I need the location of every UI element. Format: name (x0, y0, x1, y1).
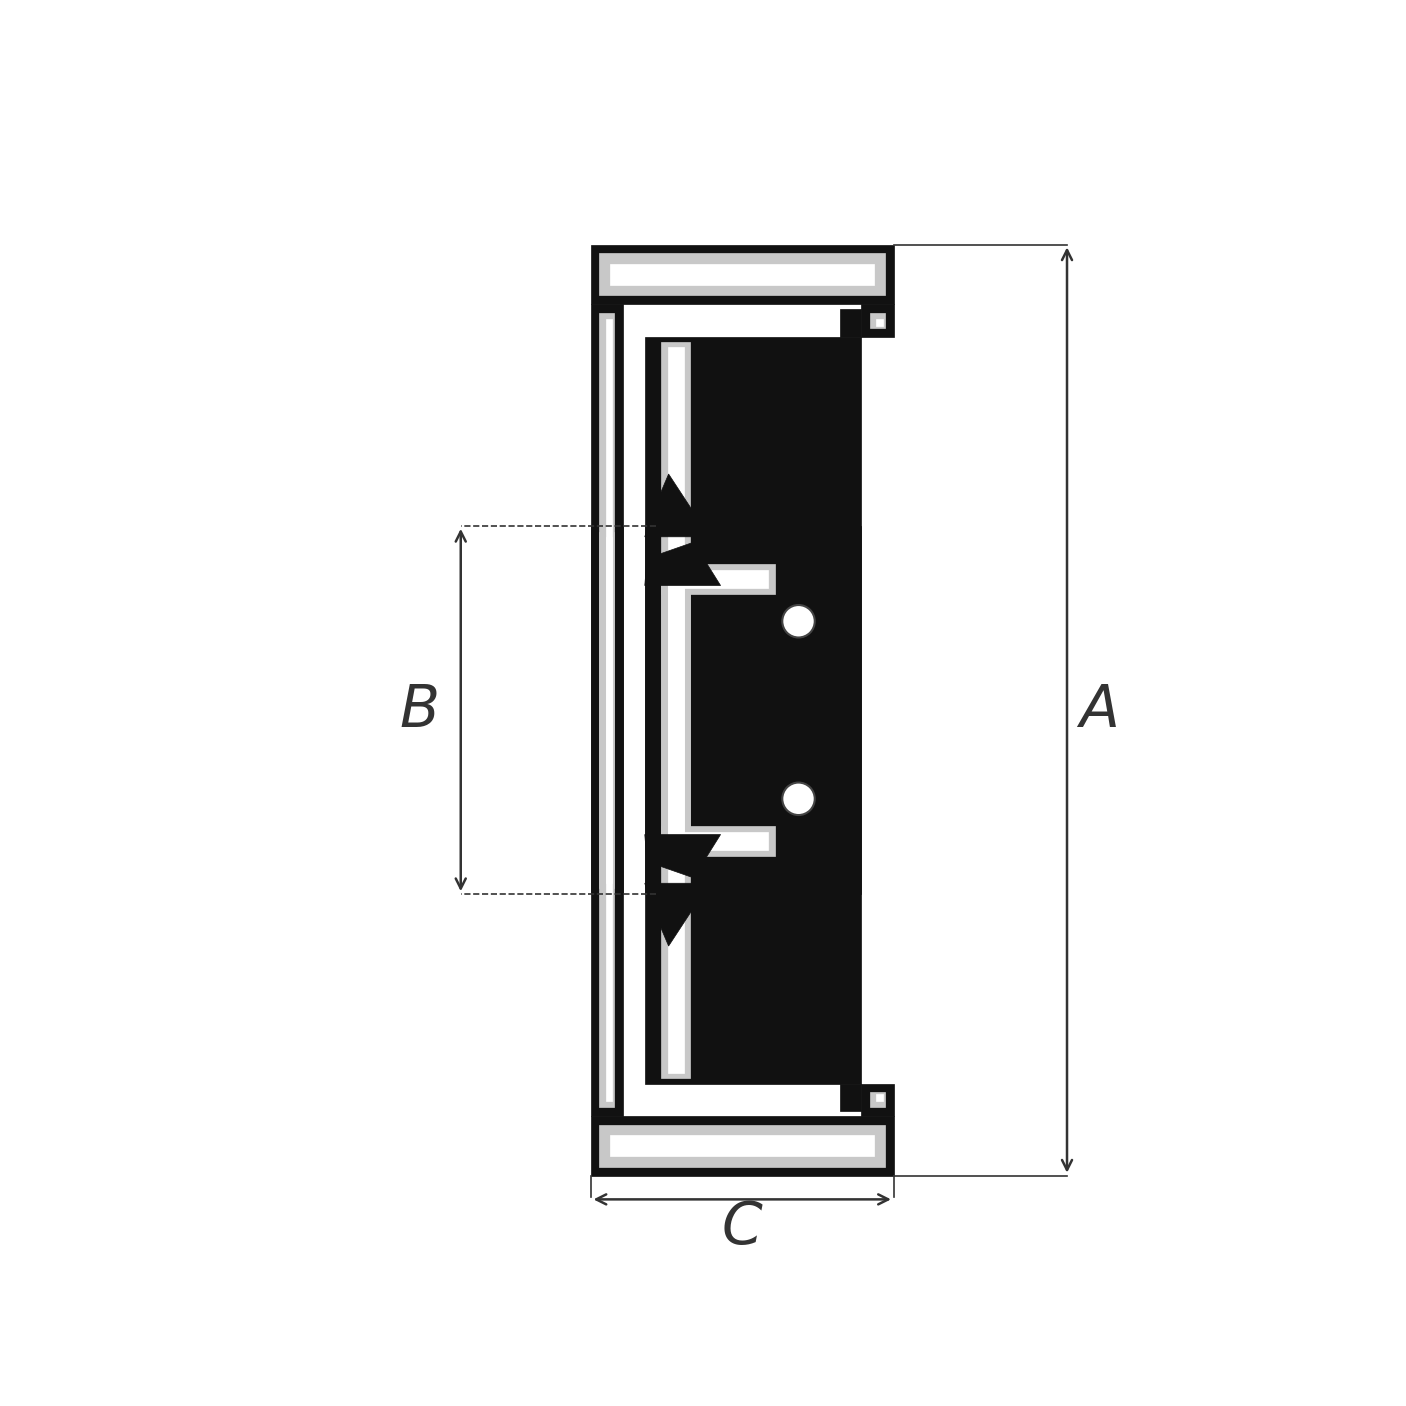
Polygon shape (591, 304, 623, 894)
Polygon shape (876, 319, 883, 326)
Polygon shape (599, 312, 614, 887)
Polygon shape (661, 342, 690, 856)
Polygon shape (661, 564, 690, 1078)
Polygon shape (606, 319, 613, 883)
Polygon shape (599, 253, 886, 295)
Polygon shape (658, 526, 827, 894)
Polygon shape (668, 347, 683, 851)
Polygon shape (591, 1116, 894, 1175)
Circle shape (770, 593, 827, 650)
Polygon shape (661, 825, 775, 856)
Polygon shape (645, 474, 710, 537)
Polygon shape (645, 543, 720, 585)
Polygon shape (645, 835, 720, 877)
Polygon shape (645, 336, 862, 894)
Circle shape (782, 605, 814, 637)
Polygon shape (610, 1136, 875, 1156)
Circle shape (782, 783, 814, 815)
Polygon shape (599, 533, 614, 1108)
Polygon shape (862, 304, 894, 336)
Circle shape (770, 770, 827, 827)
Text: C: C (721, 1199, 762, 1256)
Polygon shape (645, 526, 862, 1084)
Polygon shape (591, 245, 894, 304)
Polygon shape (876, 1094, 883, 1101)
Polygon shape (610, 264, 875, 284)
Polygon shape (862, 1084, 894, 1116)
Polygon shape (591, 526, 623, 1116)
Polygon shape (645, 883, 710, 946)
Polygon shape (870, 312, 886, 328)
Text: B: B (399, 682, 440, 738)
Polygon shape (661, 564, 775, 595)
Polygon shape (839, 309, 862, 336)
Polygon shape (839, 1084, 862, 1111)
Polygon shape (606, 537, 613, 1101)
Polygon shape (668, 832, 768, 849)
Polygon shape (668, 571, 768, 588)
Text: A: A (1080, 682, 1119, 738)
Polygon shape (668, 569, 683, 1073)
Polygon shape (599, 1125, 886, 1167)
Polygon shape (870, 1092, 886, 1108)
